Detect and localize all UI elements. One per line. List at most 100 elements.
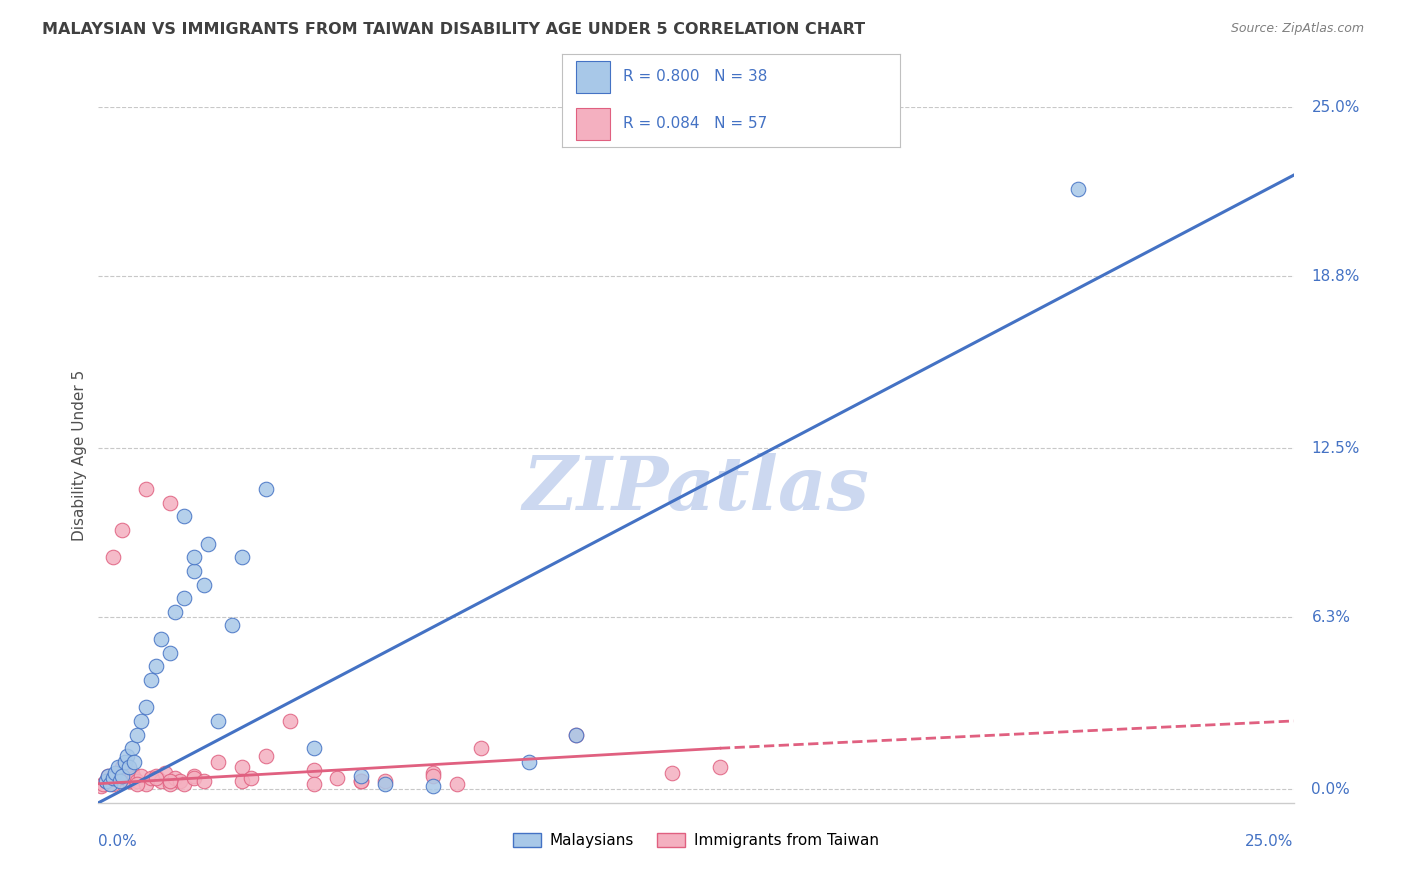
Point [350,774,373,789]
Point [135,777,157,791]
Point [131,714,153,728]
Point [94,774,117,789]
Point [221,618,243,632]
Point [163,771,186,785]
Text: 18.8%: 18.8% [1312,268,1360,284]
Point [107,760,129,774]
Point [118,774,141,789]
Point [159,774,181,789]
Text: Source: ZipAtlas.com: Source: ZipAtlas.com [1230,22,1364,36]
Point [114,771,136,785]
Point [125,728,148,742]
Text: 0.0%: 0.0% [98,834,138,849]
Point [231,550,253,565]
Point [145,659,167,673]
Point [470,741,492,756]
Point [231,760,253,774]
Legend: Malaysians, Immigrants from Taiwan: Malaysians, Immigrants from Taiwan [508,827,884,855]
Point [104,768,127,782]
Point [101,771,124,785]
Point [98,777,122,791]
Point [111,523,134,537]
Point [254,482,277,496]
Bar [576,108,610,140]
Text: ZIPatlas: ZIPatlas [523,453,869,526]
Point [254,749,277,764]
Point [565,728,588,742]
Point [108,774,131,789]
Point [207,714,229,728]
Point [173,777,195,791]
Point [131,768,153,782]
Point [139,771,162,785]
Point [183,564,205,578]
Y-axis label: Disability Age Under 5: Disability Age Under 5 [72,369,87,541]
Point [183,771,205,785]
Point [145,771,167,785]
Point [115,768,138,782]
Point [149,632,172,646]
Point [121,741,143,756]
Point [374,774,396,789]
Point [115,749,138,764]
Point [111,768,134,782]
Point [709,760,731,774]
Point [139,673,162,687]
Point [173,591,195,606]
Point [197,536,219,550]
Point [121,765,143,780]
Point [231,774,253,789]
Point [159,646,181,660]
Text: 25.0%: 25.0% [1246,834,1294,849]
Point [98,774,122,789]
Point [91,777,114,791]
Point [350,768,373,782]
Point [125,774,148,789]
Point [107,765,129,780]
Point [193,577,215,591]
Point [1067,182,1090,196]
Point [183,768,205,782]
Point [90,780,112,794]
Point [135,482,157,496]
Point [107,771,129,785]
Point [124,771,146,785]
Point [101,550,124,565]
Point [125,777,148,791]
Point [422,780,444,794]
Point [135,700,157,714]
Point [114,755,136,769]
Point [517,755,540,769]
Point [155,765,177,780]
Point [350,774,373,789]
Point [97,768,120,782]
Point [302,763,325,777]
Point [302,741,325,756]
Text: 6.3%: 6.3% [1312,610,1350,624]
Point [163,605,186,619]
Point [149,774,172,789]
Point [118,760,141,774]
Point [565,728,588,742]
Text: MALAYSIAN VS IMMIGRANTS FROM TAIWAN DISABILITY AGE UNDER 5 CORRELATION CHART: MALAYSIAN VS IMMIGRANTS FROM TAIWAN DISA… [42,22,865,37]
Point [422,765,444,780]
Point [278,714,301,728]
Point [124,755,146,769]
Point [446,777,468,791]
Point [326,771,349,785]
Point [108,774,131,789]
Point [159,777,181,791]
Point [193,774,215,789]
Point [145,768,167,782]
Text: R = 0.800   N = 38: R = 0.800 N = 38 [623,70,768,85]
Point [173,509,195,524]
Point [207,755,229,769]
Point [169,774,191,789]
Point [422,768,444,782]
Point [661,765,683,780]
Point [94,774,117,789]
Point [101,771,124,785]
Point [374,777,396,791]
Point [240,771,263,785]
Point [97,768,120,782]
